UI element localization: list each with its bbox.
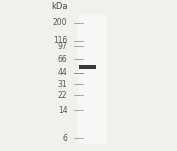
Text: 66: 66 <box>58 55 67 64</box>
Text: 14: 14 <box>58 106 67 115</box>
Text: kDa: kDa <box>51 2 67 11</box>
Text: 22: 22 <box>58 91 67 100</box>
Text: 6: 6 <box>62 134 67 143</box>
Bar <box>78 15 106 144</box>
Text: 44: 44 <box>58 68 67 77</box>
Text: 116: 116 <box>53 36 67 45</box>
Text: 97: 97 <box>58 42 67 51</box>
Text: 31: 31 <box>58 80 67 89</box>
Text: 200: 200 <box>53 18 67 27</box>
Bar <box>79 65 96 69</box>
